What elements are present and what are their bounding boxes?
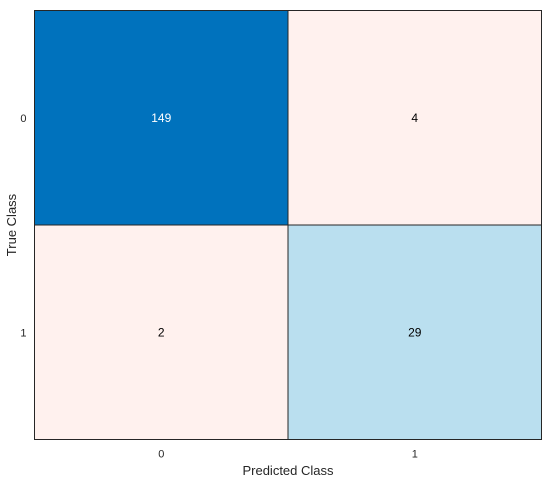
matrix-cell-1-1 bbox=[287, 224, 542, 440]
matrix-cells: 149 4 2 29 bbox=[34, 10, 542, 440]
matrix-cell-0-0 bbox=[34, 10, 289, 226]
cell-value-label: 2 bbox=[158, 325, 165, 339]
matrix-cell-0-1 bbox=[287, 10, 542, 226]
cell-value-label: 149 bbox=[151, 111, 171, 125]
y-tick-label: 0 bbox=[20, 113, 26, 125]
cell-value-label: 29 bbox=[408, 325, 422, 339]
x-tick-label: 0 bbox=[158, 449, 164, 461]
plot-frame bbox=[34, 10, 542, 440]
cell-value-label: 4 bbox=[411, 111, 418, 125]
x-axis-label: Predicted Class bbox=[242, 463, 334, 478]
y-tick-label: 1 bbox=[20, 327, 26, 339]
tick-labels: 0 1 0 1 bbox=[20, 113, 417, 461]
x-tick-label: 1 bbox=[412, 449, 418, 461]
matrix-cell-1-0 bbox=[34, 224, 289, 440]
y-axis-label: True Class bbox=[4, 193, 19, 256]
